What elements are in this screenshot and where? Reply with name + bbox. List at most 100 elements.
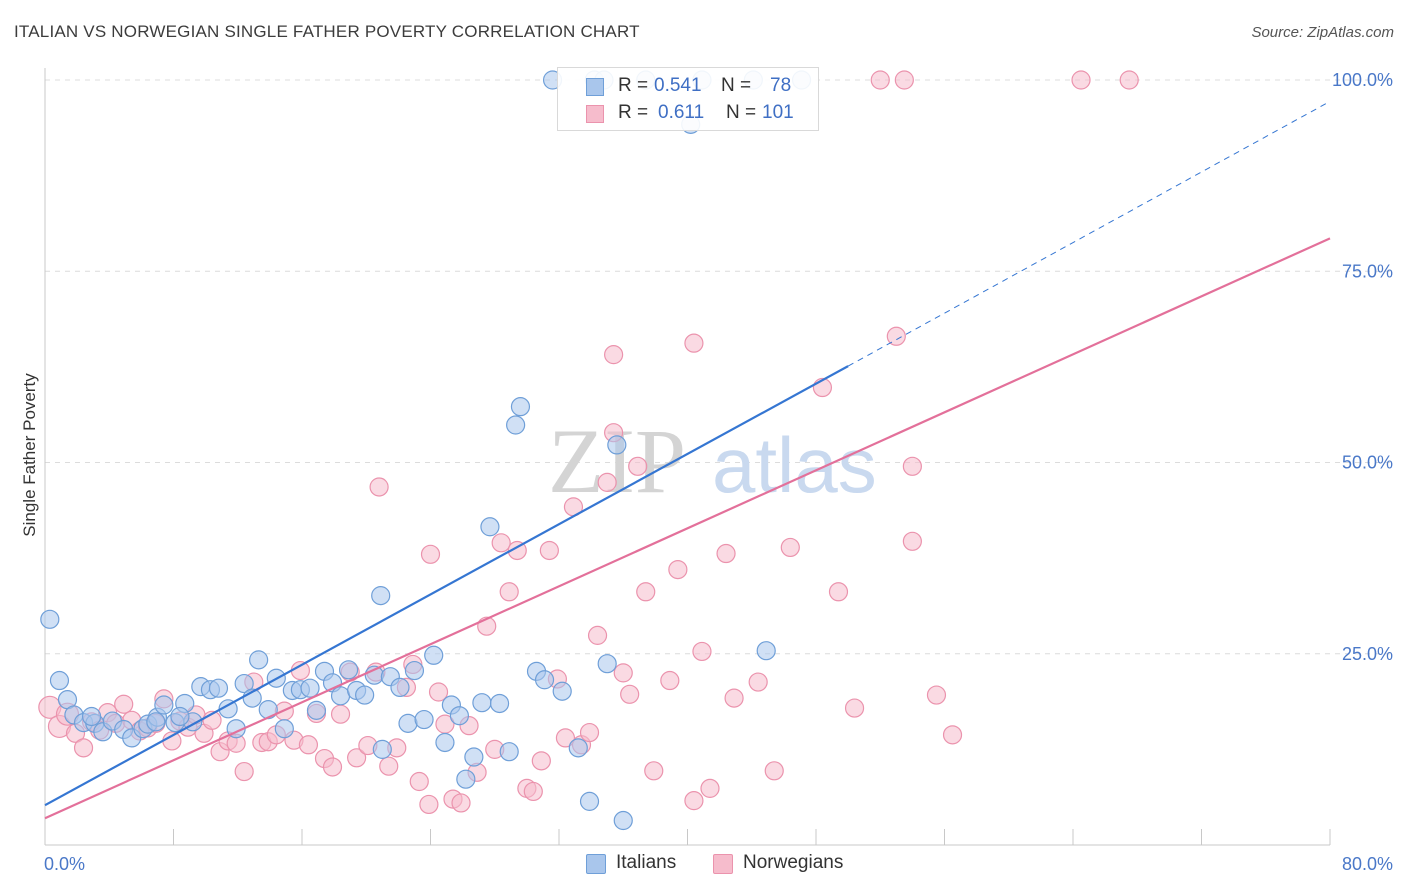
norwegian-point xyxy=(330,704,351,724)
italians-trend-line xyxy=(44,365,849,807)
norwegian-point xyxy=(428,682,449,702)
y-tick-label: 25.0% xyxy=(1342,644,1393,664)
norwegian-point xyxy=(668,559,688,580)
y-tick-label: 75.0% xyxy=(1342,261,1393,281)
italian-point xyxy=(300,678,320,698)
italians-swatch xyxy=(586,78,604,96)
norwegians-legend-swatch xyxy=(713,854,733,874)
norwegian-point xyxy=(379,756,399,776)
norwegian-point xyxy=(539,540,559,561)
italian-point xyxy=(534,670,555,690)
italian-point xyxy=(464,747,484,767)
italian-point xyxy=(506,415,526,435)
norwegian-point xyxy=(620,684,640,704)
italian-point xyxy=(449,706,470,726)
norwegian-point xyxy=(499,582,519,602)
norwegian-point xyxy=(684,333,704,353)
n-value: 78 xyxy=(770,75,792,96)
norwegian-point xyxy=(636,582,656,602)
italian-point xyxy=(371,586,391,606)
y-tick-label: 100.0% xyxy=(1332,70,1393,90)
italian-point xyxy=(456,769,476,789)
norwegian-point xyxy=(420,544,441,564)
norwegian-point xyxy=(114,694,134,714)
r-label: R = xyxy=(618,102,649,123)
watermark: ZIP atlas xyxy=(548,410,877,512)
n-value: 101 xyxy=(762,102,794,123)
chart-title: ITALIAN VS NORWEGIAN SINGLE FATHER POVER… xyxy=(14,22,640,41)
norwegian-point xyxy=(587,625,608,645)
norwegian-point xyxy=(724,688,744,708)
italian-point xyxy=(480,517,500,537)
x-tick-label-max: 80.0% xyxy=(1342,854,1393,874)
italian-point xyxy=(338,660,359,680)
italian-point xyxy=(597,654,617,674)
norwegian-point xyxy=(870,70,890,90)
norwegian-point xyxy=(531,751,551,771)
italians-trend-extension xyxy=(847,100,1331,367)
norwegian-point xyxy=(748,672,768,692)
norwegian-point xyxy=(660,670,680,691)
italian-point xyxy=(613,810,633,831)
norwegian-point xyxy=(764,761,784,781)
tick-labels: 25.0% 50.0% 75.0% 100.0% 0.0% 80.0% xyxy=(44,70,1393,874)
norwegian-point xyxy=(926,685,947,705)
norwegians-trend-line xyxy=(44,237,1331,820)
norwegian-point xyxy=(716,543,736,564)
norwegian-point xyxy=(1119,70,1139,90)
x-tick-label-min: 0.0% xyxy=(44,854,85,874)
norwegian-point xyxy=(613,663,633,683)
italian-point xyxy=(146,712,166,732)
italian-point xyxy=(404,660,425,681)
italian-point xyxy=(355,685,375,705)
norwegian-point xyxy=(555,728,576,748)
norwegian-point xyxy=(523,781,543,802)
italian-point xyxy=(568,738,588,758)
stats-legend: R = 0.541 N = 78 R = 0.611 N = 101 xyxy=(557,67,819,131)
y-axis-label: Single Father Poverty xyxy=(20,373,39,537)
italians-legend-swatch xyxy=(586,854,606,874)
italian-point xyxy=(234,673,254,694)
italian-point xyxy=(435,732,455,753)
italian-point xyxy=(306,700,327,720)
norwegian-point xyxy=(322,757,343,777)
r-label: R = xyxy=(618,75,649,96)
italian-point xyxy=(81,706,102,727)
norwegians-legend-label: Norwegians xyxy=(743,852,844,873)
y-tick-label: 50.0% xyxy=(1342,453,1393,473)
trend-lines xyxy=(44,100,1331,820)
norwegian-point xyxy=(692,641,712,662)
italian-point xyxy=(579,791,600,811)
norwegian-point xyxy=(419,794,439,815)
norwegian-point xyxy=(369,477,389,497)
norwegian-point xyxy=(886,326,906,346)
italian-point xyxy=(390,677,410,698)
italian-point xyxy=(472,693,492,713)
norwegian-point xyxy=(902,531,922,551)
italian-point xyxy=(372,739,392,759)
n-label: N = xyxy=(726,102,757,123)
italian-point xyxy=(40,609,60,629)
source-label: Source: ZipAtlas.com xyxy=(1251,24,1394,41)
r-value: 0.611 xyxy=(658,102,705,123)
italian-point xyxy=(154,695,174,715)
italian-point xyxy=(274,719,294,739)
norwegian-point xyxy=(604,345,624,365)
norwegian-point xyxy=(684,791,704,811)
italian-point xyxy=(330,686,351,706)
norwegian-point xyxy=(73,738,94,758)
r-value: 0.541 xyxy=(654,75,702,96)
italian-point xyxy=(398,713,418,733)
italian-point xyxy=(489,693,510,714)
norwegian-point xyxy=(451,793,471,813)
n-label: N = xyxy=(721,75,752,96)
italian-point xyxy=(258,699,278,720)
italians-legend-label: Italians xyxy=(616,852,677,873)
italian-point xyxy=(424,645,444,665)
italian-point xyxy=(552,681,572,701)
watermark-atlas: atlas xyxy=(712,421,877,509)
norwegian-point xyxy=(628,456,648,476)
norwegian-point xyxy=(579,722,600,743)
norwegian-point xyxy=(1071,70,1091,90)
